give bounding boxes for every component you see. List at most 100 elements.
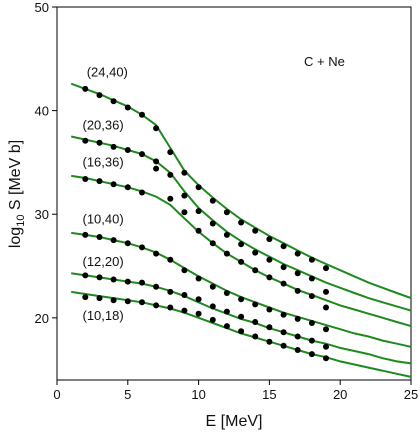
data-point-5-13 bbox=[266, 338, 273, 345]
plot-frame bbox=[56, 6, 412, 381]
data-point-5-15 bbox=[294, 347, 301, 353]
data-point-2-9 bbox=[209, 240, 216, 247]
data-point-4-16 bbox=[308, 337, 315, 344]
data-point-4-2 bbox=[110, 276, 117, 283]
data-point-4-10 bbox=[223, 308, 230, 315]
data-point-1-7 bbox=[181, 192, 188, 199]
y-tick-label-50: 50 bbox=[35, 0, 49, 15]
data-point-3-1 bbox=[96, 234, 103, 240]
data-point-3-0 bbox=[82, 231, 89, 238]
data-point-4-14 bbox=[280, 329, 287, 336]
data-point-0-7 bbox=[181, 169, 188, 176]
data-point-3-12 bbox=[252, 301, 259, 308]
data-point-3-8 bbox=[195, 275, 202, 282]
data-point-1-14 bbox=[280, 264, 287, 271]
y-tick-label-40: 40 bbox=[35, 104, 49, 119]
data-point-1-1 bbox=[96, 139, 103, 146]
x-tick-label-20: 20 bbox=[333, 387, 347, 402]
data-point-2-14 bbox=[280, 280, 287, 287]
data-point-2-3 bbox=[124, 184, 131, 191]
data-point-1-10 bbox=[223, 231, 230, 238]
data-point-2-7 bbox=[181, 209, 188, 216]
data-point-0-2 bbox=[110, 98, 117, 105]
data-points bbox=[82, 85, 329, 362]
data-point-2-4 bbox=[139, 189, 145, 196]
data-point-0-4 bbox=[139, 111, 145, 118]
data-point-0-5 bbox=[153, 125, 160, 132]
series-label-5: (10,18) bbox=[83, 308, 124, 323]
data-point-4-13 bbox=[266, 324, 273, 331]
data-point-3-6 bbox=[167, 256, 174, 263]
x-tick-label-25: 25 bbox=[404, 387, 418, 402]
data-point-4-5 bbox=[153, 283, 160, 290]
data-point-5-9 bbox=[209, 316, 216, 323]
data-point-2-6 bbox=[167, 195, 174, 202]
y-axis-label: log10 S [MeV b] bbox=[7, 140, 27, 248]
annotation: C + Ne bbox=[304, 54, 345, 69]
series-label-4: (12,20) bbox=[83, 254, 124, 269]
series-label-0: (24,40) bbox=[87, 64, 128, 79]
data-point-1-17 bbox=[323, 288, 329, 295]
data-point-1-13 bbox=[266, 256, 273, 263]
data-point-1-4 bbox=[139, 151, 145, 158]
data-point-3-17 bbox=[323, 326, 329, 333]
data-point-3-2 bbox=[110, 237, 117, 244]
data-point-2-16 bbox=[308, 293, 315, 300]
data-point-5-6 bbox=[167, 304, 174, 311]
data-point-1-9 bbox=[209, 220, 216, 227]
data-point-5-12 bbox=[252, 333, 259, 340]
data-point-0-13 bbox=[266, 236, 273, 243]
data-point-3-14 bbox=[280, 311, 287, 318]
data-point-2-13 bbox=[266, 274, 273, 281]
data-point-5-1 bbox=[96, 295, 103, 302]
x-tick-label-10: 10 bbox=[191, 387, 205, 402]
data-point-0-0 bbox=[82, 85, 89, 92]
data-point-3-15 bbox=[294, 315, 301, 322]
data-point-5-2 bbox=[110, 297, 117, 304]
data-point-5-0 bbox=[82, 294, 89, 301]
data-point-3-11 bbox=[238, 296, 245, 303]
data-point-1-15 bbox=[294, 270, 301, 277]
data-point-4-15 bbox=[294, 333, 301, 340]
data-point-1-12 bbox=[252, 249, 259, 256]
data-point-4-4 bbox=[139, 279, 145, 286]
fit-curve-2 bbox=[71, 174, 412, 328]
data-point-3-4 bbox=[139, 244, 145, 251]
data-point-4-6 bbox=[167, 288, 174, 295]
data-point-4-3 bbox=[124, 278, 131, 285]
data-point-0-6 bbox=[167, 149, 174, 156]
data-point-4-0 bbox=[82, 272, 89, 279]
data-point-3-10 bbox=[223, 290, 230, 296]
data-point-3-16 bbox=[308, 320, 315, 326]
data-point-5-4 bbox=[139, 299, 145, 306]
data-point-5-14 bbox=[280, 342, 287, 349]
data-point-0-3 bbox=[124, 104, 131, 111]
data-point-4-9 bbox=[209, 303, 216, 310]
data-point-1-3 bbox=[124, 147, 131, 153]
data-point-1-16 bbox=[308, 275, 315, 282]
data-point-0-1 bbox=[96, 92, 103, 99]
data-point-0-10 bbox=[223, 209, 230, 216]
data-point-2-2 bbox=[110, 181, 117, 188]
data-point-5-3 bbox=[124, 298, 131, 305]
data-point-2-15 bbox=[294, 287, 301, 294]
y-tick-label-30: 30 bbox=[35, 207, 49, 222]
data-point-3-13 bbox=[266, 306, 273, 313]
data-point-1-5 bbox=[153, 158, 160, 165]
data-point-3-9 bbox=[209, 283, 216, 290]
data-point-4-8 bbox=[195, 296, 202, 303]
data-point-0-11 bbox=[238, 219, 245, 226]
data-point-0-17 bbox=[323, 265, 329, 272]
data-point-2-17 bbox=[323, 304, 329, 311]
data-point-1-8 bbox=[195, 208, 202, 215]
data-point-2-0 bbox=[82, 176, 89, 182]
x-axis-label: E [MeV] bbox=[206, 413, 263, 430]
series-label-2: (16,36) bbox=[83, 155, 124, 170]
data-point-4-12 bbox=[252, 319, 259, 325]
data-point-2-1 bbox=[96, 178, 103, 185]
data-point-5-5 bbox=[153, 302, 160, 309]
data-point-2-12 bbox=[252, 267, 259, 274]
data-point-2-8 bbox=[195, 227, 202, 234]
data-point-4-11 bbox=[238, 313, 245, 320]
